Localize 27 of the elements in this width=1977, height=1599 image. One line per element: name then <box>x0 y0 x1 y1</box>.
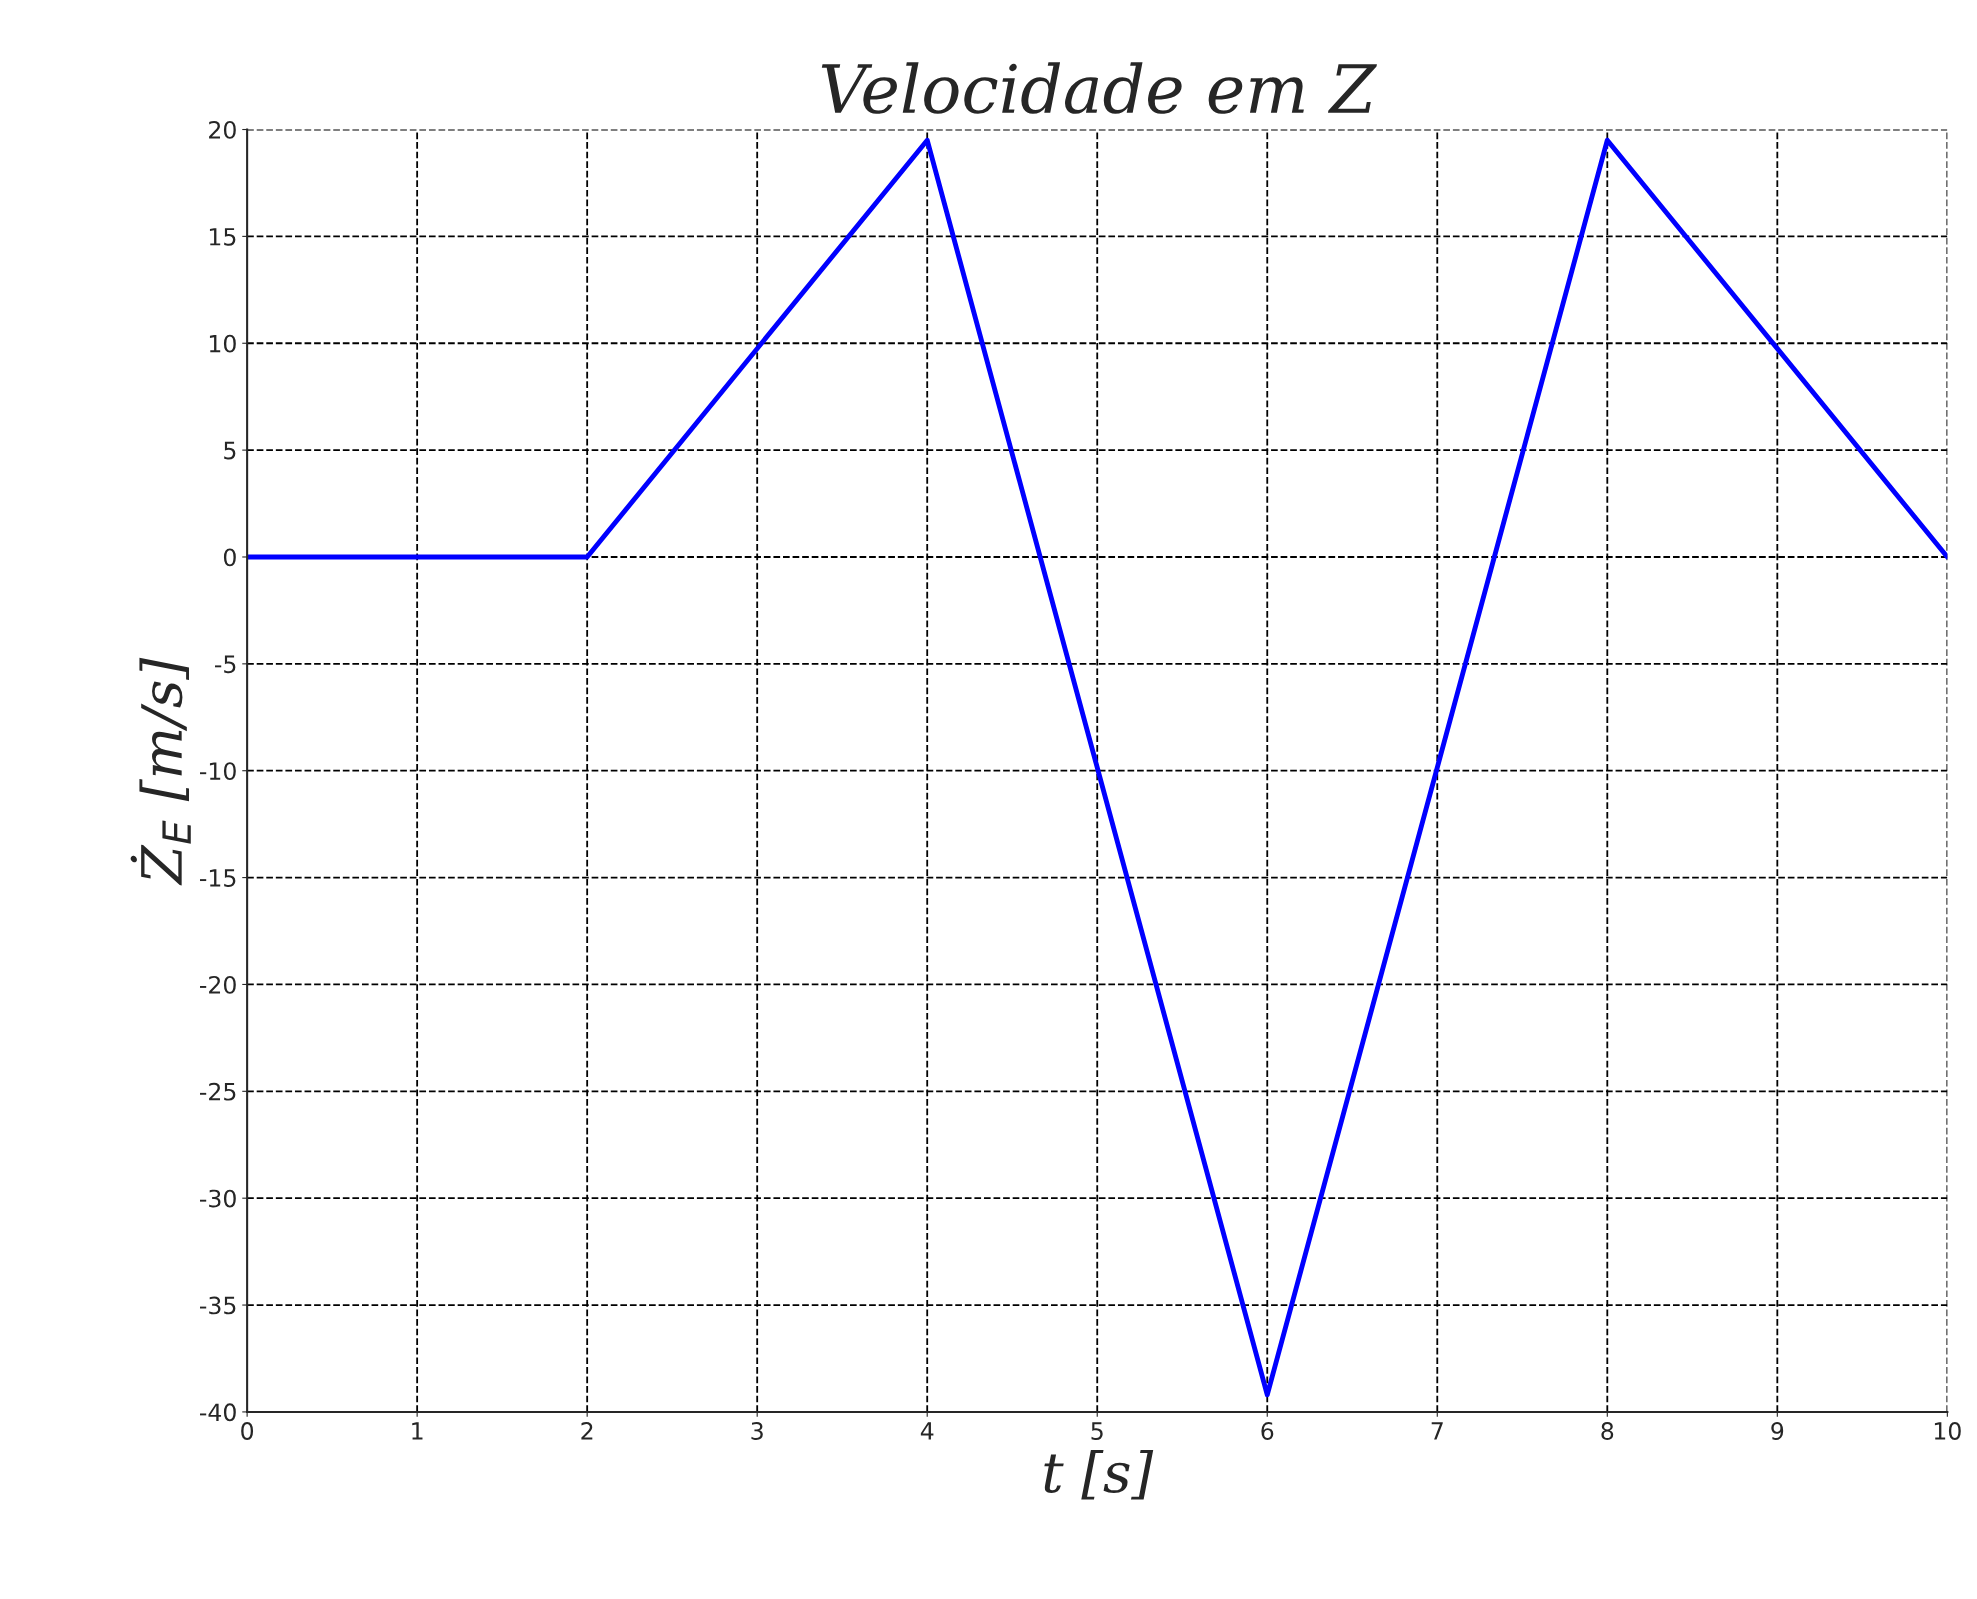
y-tick-label: 5 <box>224 441 236 460</box>
x-tick-label: 1 <box>412 1422 423 1440</box>
x-tick-label: 10 <box>1934 1422 1961 1440</box>
x-tick-label: 0 <box>241 1422 254 1440</box>
x-tick-label: 5 <box>1091 1422 1103 1440</box>
y-tick-label: 20 <box>209 120 236 139</box>
y-tick-label: -30 <box>199 1189 236 1208</box>
y-tick-label: -40 <box>199 1403 236 1422</box>
y-tick-label: -15 <box>199 869 236 887</box>
x-axis-title: t [s] <box>1044 1450 1154 1500</box>
y-tick-label: -35 <box>199 1296 236 1315</box>
x-tick-label: 8 <box>1601 1422 1614 1440</box>
y-tick-label: 10 <box>209 334 236 353</box>
x-tick-label: 2 <box>581 1422 593 1440</box>
y-tick-label: -10 <box>199 762 236 781</box>
y-tick-label: 0 <box>223 548 236 567</box>
y-tick-label: -20 <box>199 975 236 994</box>
chart-title: Velocidade em Z <box>821 62 1377 114</box>
x-tick-label: 4 <box>920 1422 934 1440</box>
y-tick-label: -25 <box>199 1082 236 1101</box>
y-axis-title: Ż$_{E}$ [m/s] <box>130 657 191 886</box>
x-tick-label: 3 <box>751 1422 763 1440</box>
x-tick-label: 6 <box>1261 1422 1274 1440</box>
x-tick-label: 9 <box>1771 1422 1784 1440</box>
x-tick-label: 7 <box>1431 1422 1443 1440</box>
y-tick-label: 15 <box>209 228 236 246</box>
y-tick-label: -5 <box>215 655 236 674</box>
